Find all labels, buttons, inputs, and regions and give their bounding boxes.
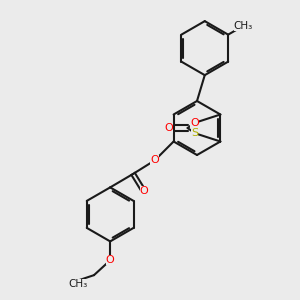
- Text: O: O: [106, 255, 115, 265]
- Text: CH₃: CH₃: [68, 278, 87, 289]
- Text: O: O: [140, 186, 148, 197]
- Text: O: O: [164, 123, 173, 133]
- Text: O: O: [190, 118, 199, 128]
- Text: S: S: [191, 128, 198, 138]
- Text: O: O: [150, 155, 159, 165]
- Text: CH₃: CH₃: [234, 21, 253, 31]
